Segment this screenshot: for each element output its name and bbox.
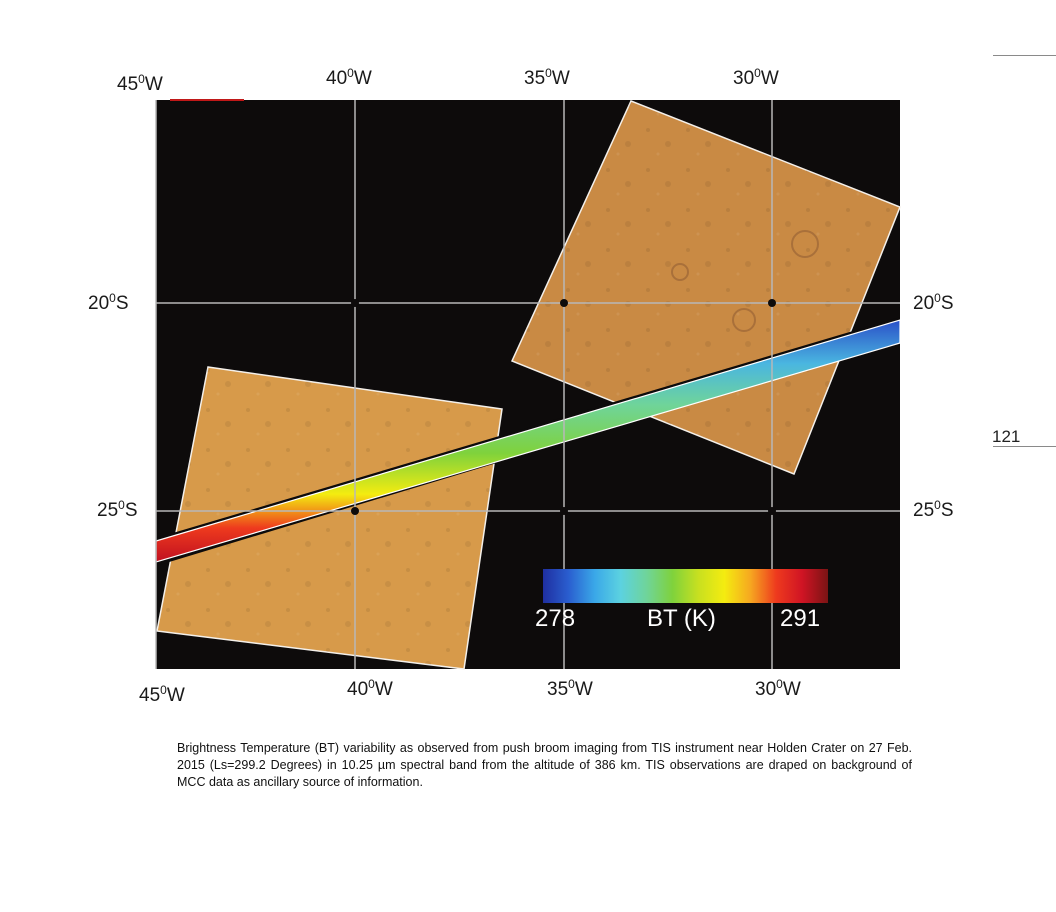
lon-label-bottom-40w: 400W xyxy=(347,677,393,700)
colorbar-max-label: 291 xyxy=(780,605,820,632)
lat-label-right-25s: 250S xyxy=(913,498,954,521)
top-rule xyxy=(993,55,1056,56)
lon-label-top-45w: 450W xyxy=(117,72,163,95)
mcc-tile-lower xyxy=(156,366,503,670)
crater xyxy=(791,230,819,258)
page-number: 121 xyxy=(992,427,1021,446)
lat-label-left-20s: 200S xyxy=(88,291,129,314)
colorbar-title: BT (K) xyxy=(647,605,716,632)
figure-caption: Brightness Temperature (BT) variability … xyxy=(177,741,912,789)
crater xyxy=(732,308,756,332)
lat-label-right-20s: 200S xyxy=(913,291,954,314)
grid-intersections xyxy=(351,299,776,515)
page-number-rule xyxy=(993,446,1056,447)
lon-label-top-40w: 400W xyxy=(326,66,372,89)
crater xyxy=(671,263,689,281)
colorbar-ramp xyxy=(543,569,828,603)
colorbar-min-label: 278 xyxy=(535,605,575,632)
lon-label-bottom-45w: 450W xyxy=(139,683,185,706)
lat-label-left-25s: 250S xyxy=(97,498,138,521)
mcc-tile-upper xyxy=(510,100,901,475)
lon-label-bottom-35w: 350W xyxy=(547,677,593,700)
lon-label-bottom-30w: 300W xyxy=(755,677,801,700)
lon-label-top-30w: 300W xyxy=(733,66,779,89)
colorbar: 278 BT (K) 291 xyxy=(535,569,828,632)
lon-label-top-35w: 350W xyxy=(524,66,570,89)
